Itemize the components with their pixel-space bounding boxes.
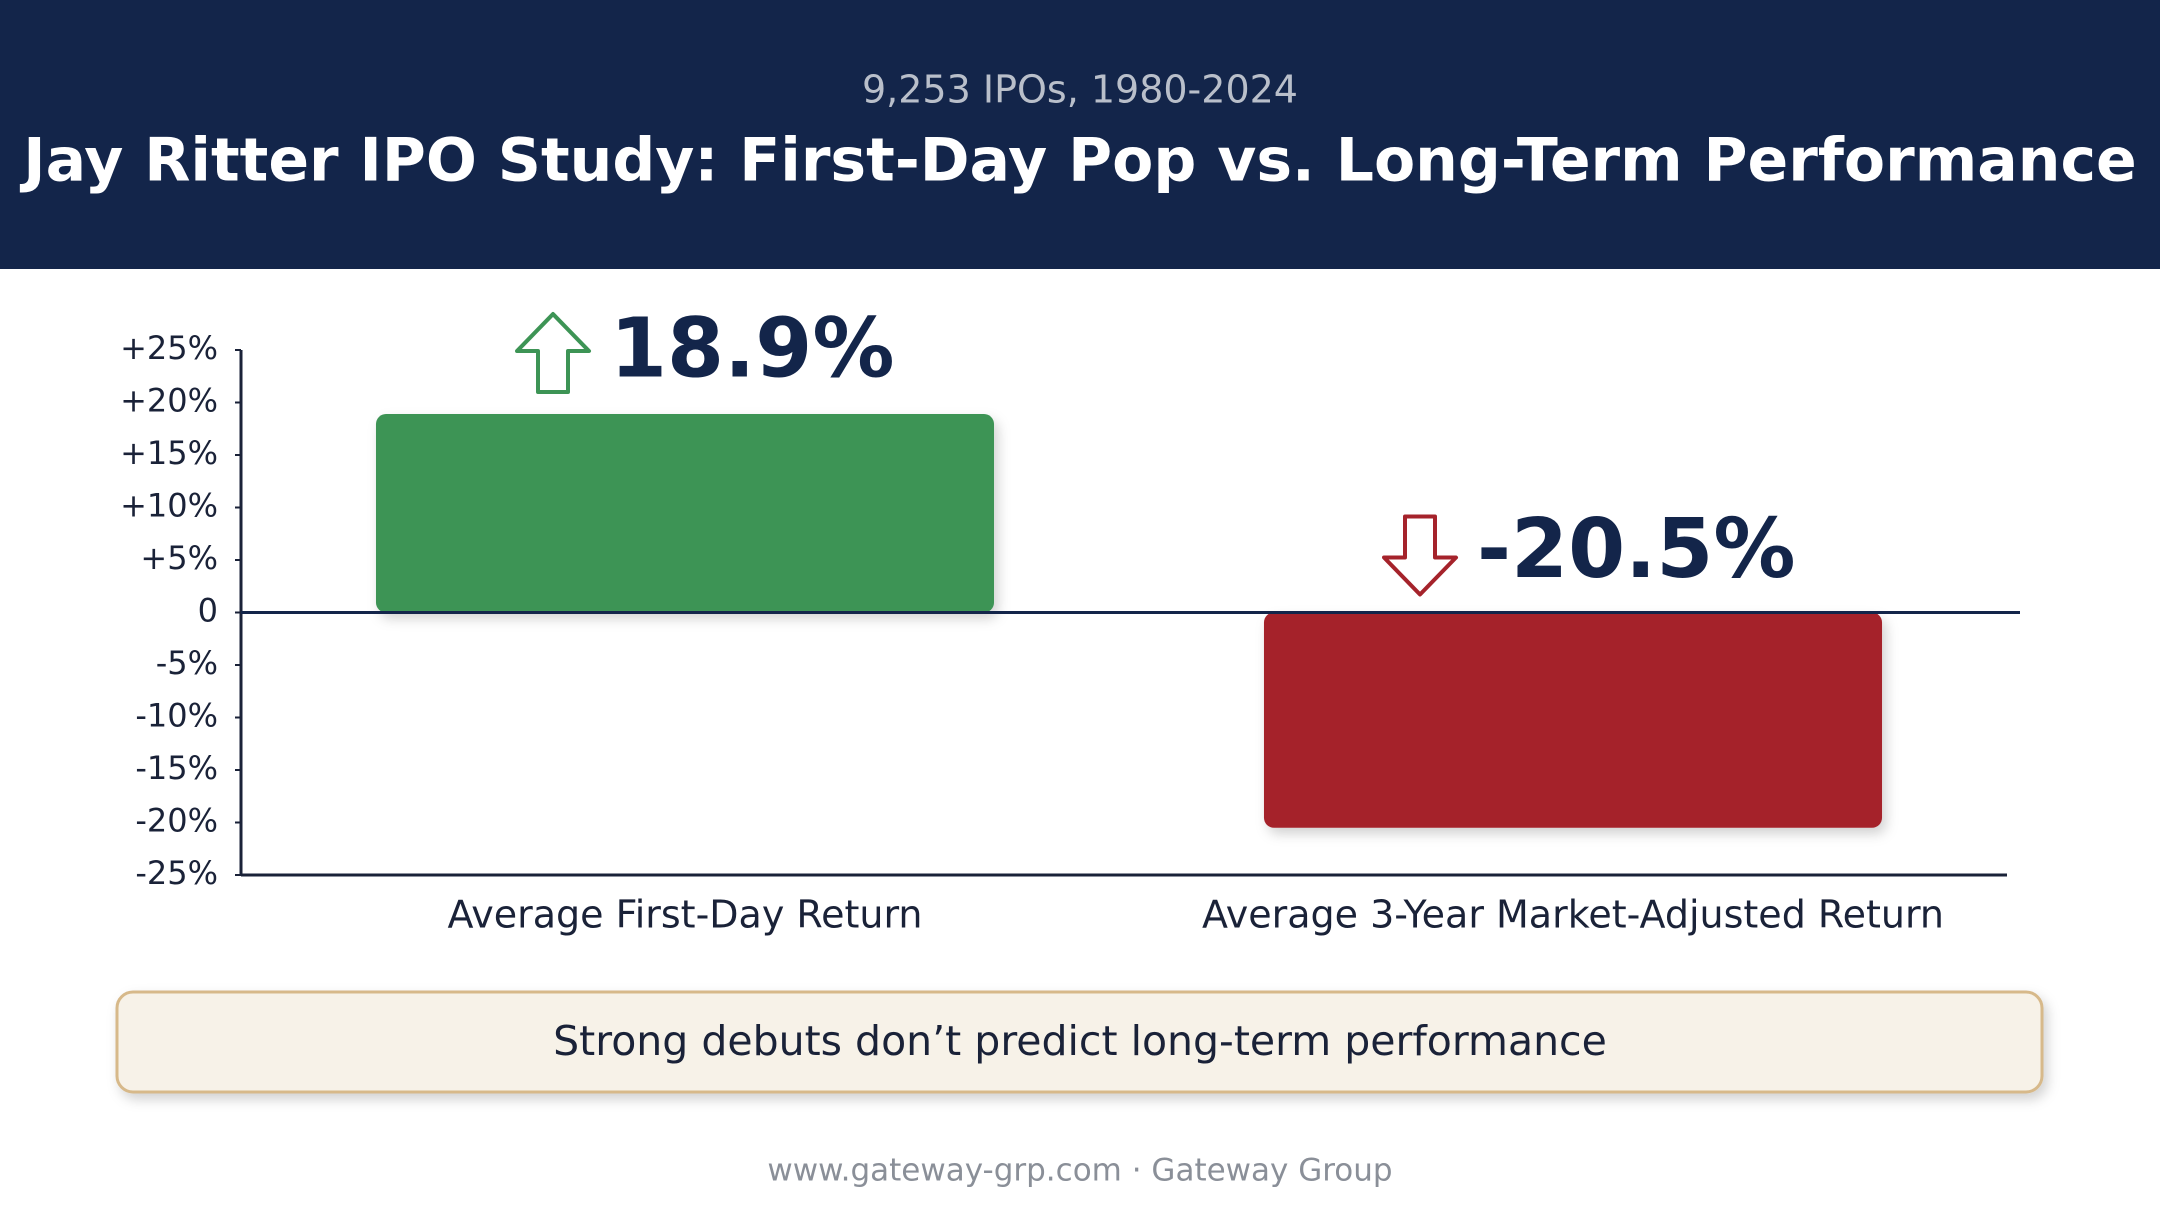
header-band: [0, 0, 2160, 269]
y-tick-label: -20%: [135, 802, 218, 840]
plot-area: +25% +20% +15% +10% +5% 0 -5% -10% -15% -20% -25% A…: [120, 302, 2020, 937]
y-tick-label: -25%: [135, 854, 218, 892]
chart-title: Jay Ritter IPO Study: First-Day Pop vs. …: [19, 126, 2136, 196]
y-tick-label: +15%: [120, 434, 218, 472]
y-tick-label: +5%: [140, 539, 218, 577]
y-tick-label: -5%: [156, 644, 218, 682]
value-label: 18.9%: [610, 302, 894, 397]
y-tick-label: +25%: [120, 329, 218, 367]
x-tick-label: Average First-Day Return: [447, 893, 922, 937]
callout-box: [115, 990, 2044, 1094]
y-tick-label: 0: [198, 592, 218, 630]
y-tick-label: -10%: [135, 697, 218, 735]
footer-text: www.gateway-grp.com · Gateway Group: [767, 1153, 1392, 1189]
callout-text: Strong debuts don’t predict long-term pe…: [553, 1017, 1607, 1065]
y-tick-label: +10%: [120, 487, 218, 525]
y-tick-label: +20%: [120, 382, 218, 420]
value-label: -20.5%: [1477, 502, 1796, 597]
bar: [375, 414, 995, 613]
y-tick-label: -15%: [135, 749, 218, 787]
x-tick-label: Average 3-Year Market-Adjusted Return: [1202, 893, 1944, 937]
chart-subtitle: 9,253 IPOs, 1980-2024: [862, 68, 1298, 112]
arrow-icon: [1382, 514, 1458, 597]
bar: [1263, 612, 1883, 828]
arrow-icon: [515, 312, 591, 395]
